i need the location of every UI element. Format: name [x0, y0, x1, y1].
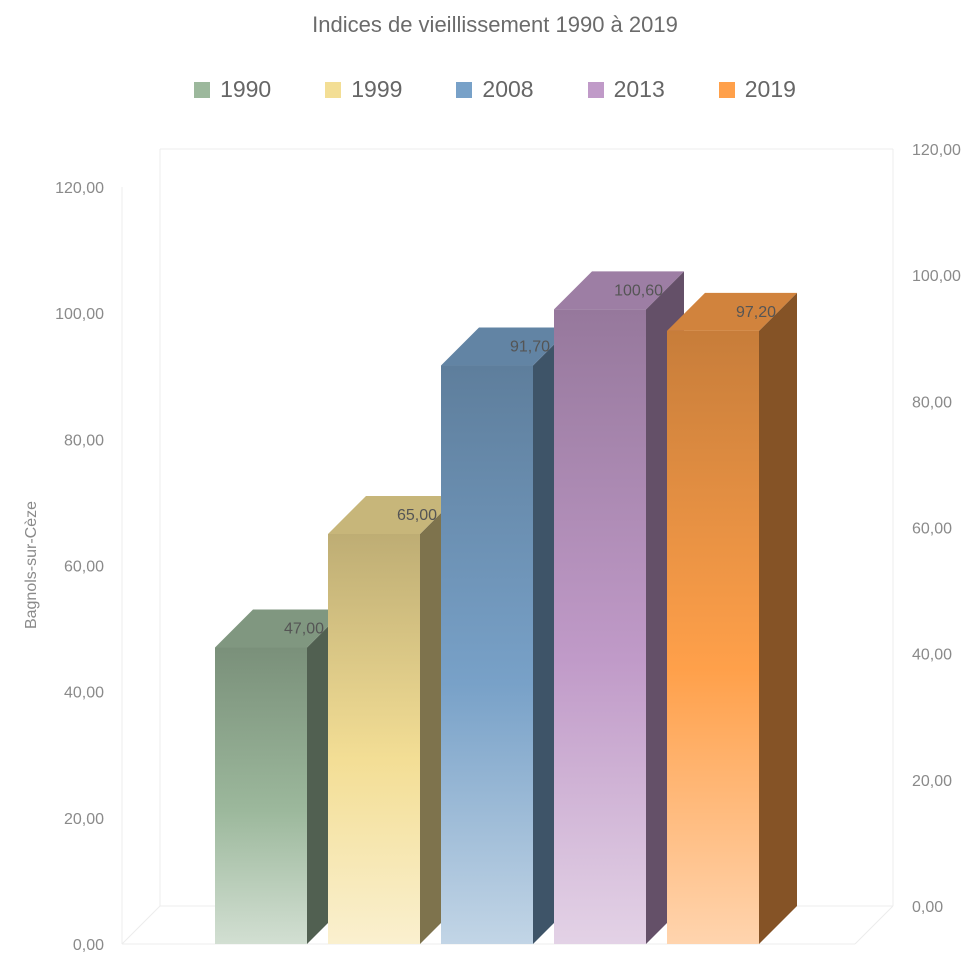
bar-top [667, 292, 797, 331]
legend-swatch [325, 81, 342, 98]
bar-1990 [215, 609, 345, 944]
y-tick-left: 40,00 [64, 685, 104, 702]
bar-top [554, 271, 684, 310]
y-tick-left: 60,00 [64, 559, 104, 576]
bar-top [215, 609, 345, 648]
legend-item-2008: 2008 [456, 76, 534, 103]
y-tick-right: 0,00 [912, 899, 943, 916]
y-tick-left: 80,00 [64, 432, 104, 449]
chart-title: Indices de vieillissement 1990 à 2019 [312, 12, 678, 37]
y-axis-right: 0,00 20,00 40,00 60,00 80,00 100,00 120,00 [912, 142, 961, 916]
legend-label: 2008 [482, 76, 534, 102]
data-label-1990: 47,00 [284, 621, 324, 638]
y-tick-right: 20,00 [912, 773, 952, 790]
legend-swatch [587, 81, 604, 98]
bar-top [441, 327, 571, 366]
data-label-2019: 97,20 [736, 304, 776, 321]
bars [215, 271, 797, 945]
data-label-1999: 65,00 [397, 507, 437, 524]
legend-swatch [718, 81, 735, 98]
data-label-2013: 100,60 [614, 282, 663, 299]
legend-item-2013: 2013 [587, 76, 665, 103]
legend-item-2019: 2019 [718, 76, 796, 103]
y-tick-left: 120,00 [55, 180, 104, 197]
y-axis-left: 0,00 20,00 40,00 60,00 80,00 100,00 120,00 [55, 180, 104, 954]
bar-side [759, 292, 797, 945]
y-axis-label: Bagnols-sur-Cèze [23, 501, 40, 629]
y-tick-right: 100,00 [912, 268, 961, 285]
bar-2013 [554, 271, 684, 944]
y-tick-left: 0,00 [73, 937, 104, 954]
legend-swatch [456, 81, 473, 98]
legend-label: 1990 [220, 76, 272, 102]
legend-item-1999: 1999 [325, 76, 402, 103]
bar-top [328, 495, 458, 534]
bar-front [667, 330, 759, 945]
y-tick-right: 60,00 [912, 521, 952, 538]
bar-front [441, 365, 533, 944]
data-label-2008: 91,70 [510, 339, 550, 356]
bar-front [554, 309, 646, 944]
legend-label: 2013 [613, 76, 665, 102]
y-tick-right: 40,00 [912, 647, 952, 664]
bar-front [328, 533, 420, 944]
legend-swatch [194, 81, 211, 98]
data-labels: 47,00 65,00 91,70 100,60 97,20 [284, 282, 776, 637]
legend-item-1990: 1990 [194, 76, 271, 103]
bar-front [215, 647, 307, 944]
y-tick-right: 120,00 [912, 142, 961, 159]
y-tick-right: 80,00 [912, 394, 952, 411]
y-tick-left: 20,00 [64, 811, 104, 828]
bar-2008 [441, 327, 571, 944]
bar-1999 [328, 495, 458, 944]
y-tick-left: 100,00 [55, 306, 104, 323]
legend-label: 2019 [744, 76, 796, 102]
legend-label: 1999 [351, 76, 403, 102]
legend: 1990 1999 2008 2013 2019 [0, 76, 976, 103]
bar-2019 [667, 292, 797, 945]
